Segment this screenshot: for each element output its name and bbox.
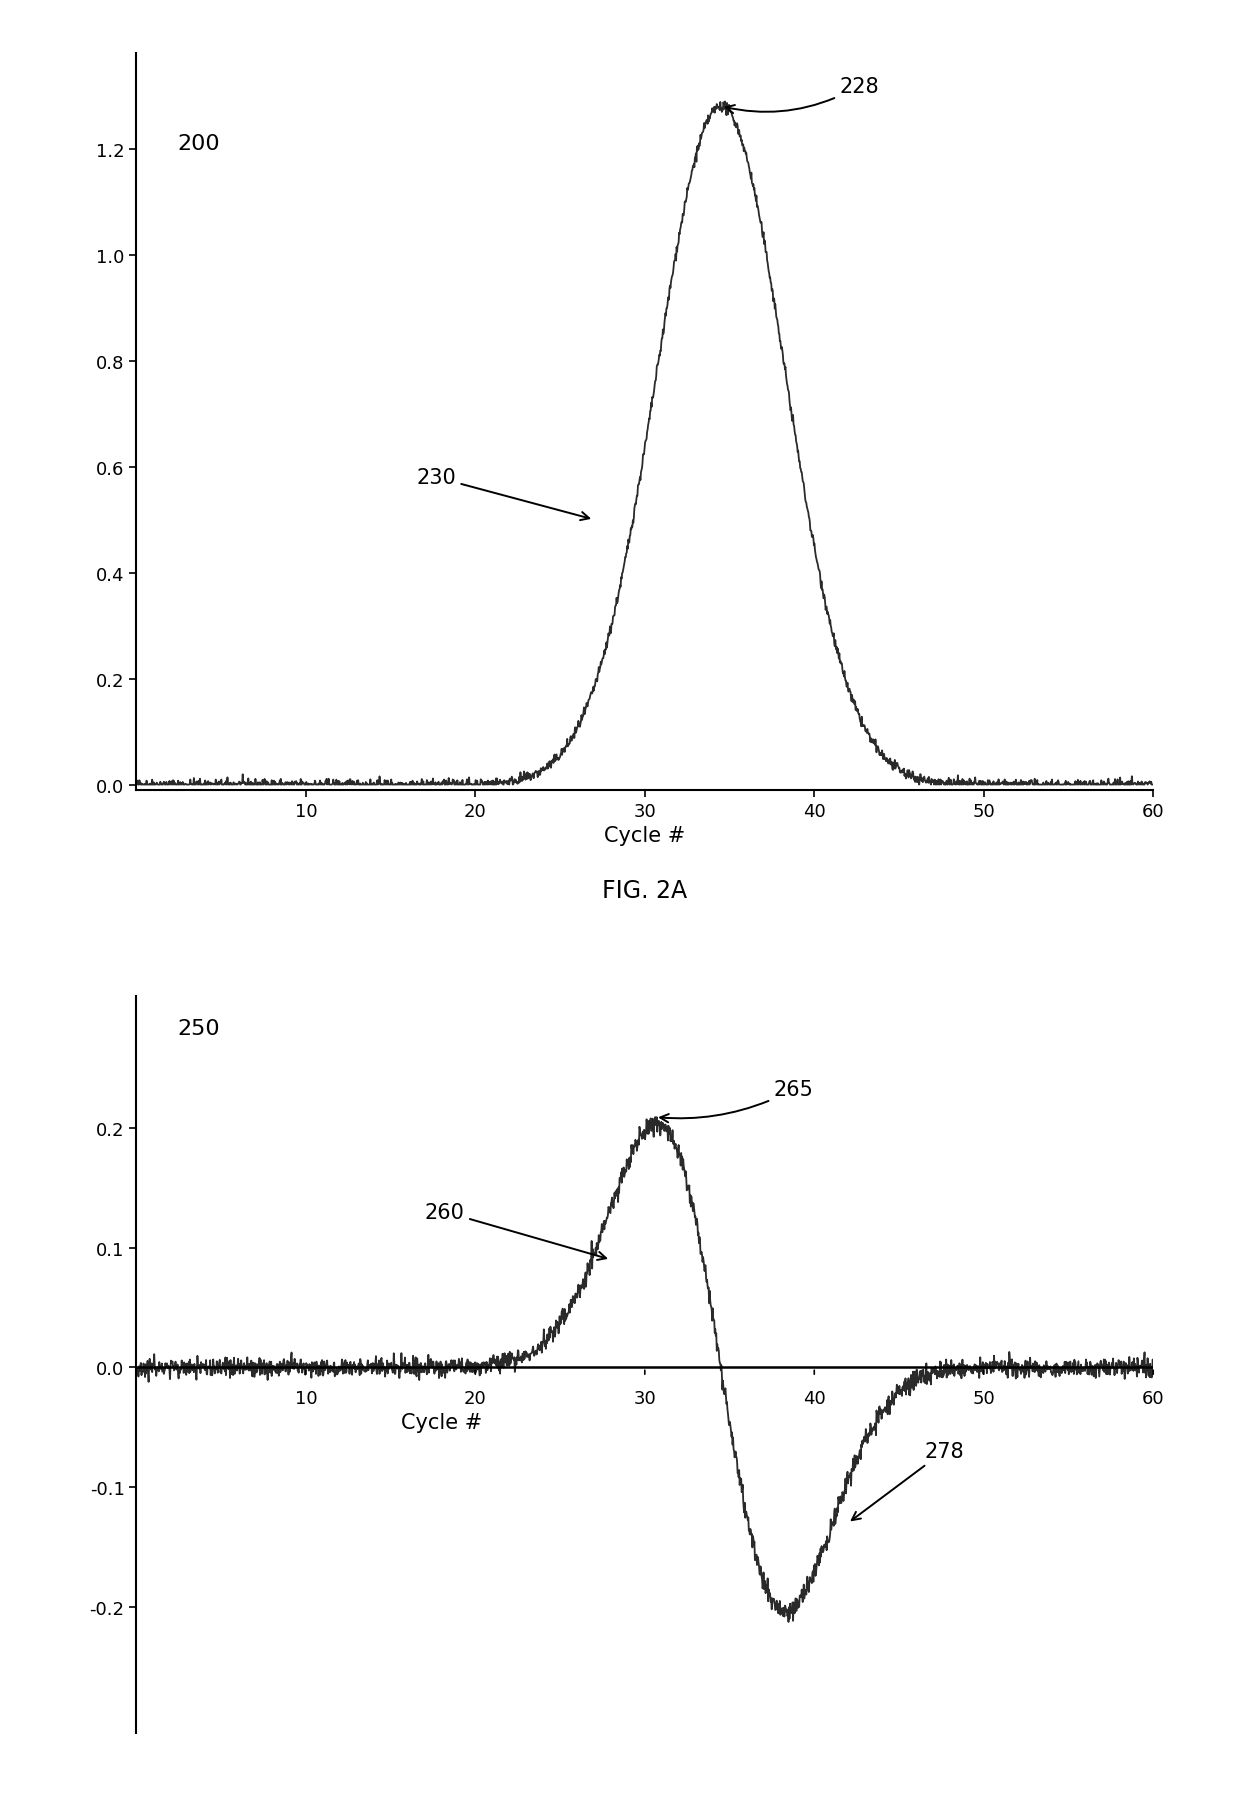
Text: 40: 40 — [802, 1390, 826, 1408]
Text: 228: 228 — [725, 76, 879, 114]
Text: 50: 50 — [972, 1390, 996, 1408]
Text: 278: 278 — [852, 1442, 963, 1520]
Text: 30: 30 — [634, 1390, 656, 1408]
Text: 20: 20 — [464, 1390, 487, 1408]
Text: 60: 60 — [1142, 1390, 1164, 1408]
Text: 265: 265 — [660, 1079, 813, 1123]
Text: 260: 260 — [424, 1202, 606, 1260]
Text: 10: 10 — [295, 1390, 317, 1408]
Text: FIG. 2A: FIG. 2A — [603, 879, 687, 902]
Text: Cycle #: Cycle # — [401, 1413, 482, 1433]
Text: 200: 200 — [177, 134, 219, 153]
X-axis label: Cycle #: Cycle # — [604, 825, 686, 847]
Text: 250: 250 — [177, 1018, 219, 1038]
Text: 230: 230 — [417, 467, 589, 522]
